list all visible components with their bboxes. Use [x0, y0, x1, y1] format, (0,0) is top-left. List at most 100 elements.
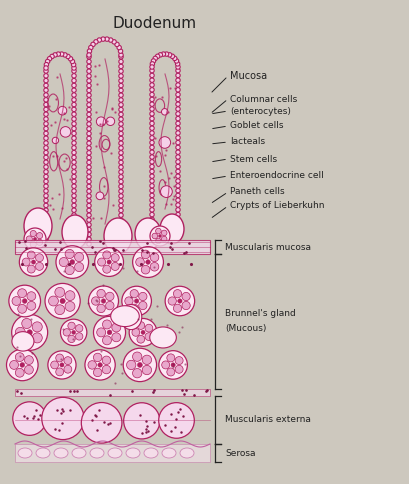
Circle shape [176, 126, 180, 130]
Circle shape [141, 250, 150, 259]
Circle shape [72, 237, 76, 241]
Circle shape [150, 169, 154, 174]
Circle shape [176, 217, 180, 222]
Circle shape [72, 227, 76, 232]
Circle shape [150, 68, 154, 73]
Circle shape [150, 73, 154, 77]
Circle shape [159, 235, 162, 238]
Circle shape [44, 112, 48, 116]
Circle shape [101, 299, 106, 303]
Circle shape [50, 54, 54, 59]
Circle shape [19, 248, 48, 276]
Circle shape [150, 112, 154, 116]
Circle shape [72, 146, 76, 150]
Circle shape [44, 141, 48, 145]
Text: Stem cells: Stem cells [230, 154, 277, 164]
Circle shape [12, 315, 48, 350]
Circle shape [44, 88, 48, 92]
Circle shape [137, 363, 142, 367]
Circle shape [176, 198, 180, 202]
Circle shape [103, 336, 112, 345]
Circle shape [182, 292, 190, 301]
Circle shape [119, 213, 123, 217]
Circle shape [72, 331, 76, 334]
Text: Columnar cells: Columnar cells [230, 94, 297, 104]
Circle shape [44, 174, 48, 179]
Circle shape [167, 354, 175, 362]
Circle shape [93, 353, 102, 362]
Circle shape [102, 365, 111, 374]
Circle shape [150, 83, 154, 87]
Circle shape [152, 233, 157, 239]
Circle shape [72, 74, 76, 78]
Circle shape [87, 136, 91, 140]
Circle shape [15, 368, 24, 377]
Circle shape [30, 242, 36, 247]
Circle shape [176, 212, 180, 217]
Circle shape [158, 53, 163, 57]
Circle shape [87, 208, 91, 212]
Ellipse shape [108, 448, 122, 458]
Circle shape [60, 298, 65, 303]
Circle shape [159, 136, 171, 148]
Circle shape [176, 112, 180, 116]
Circle shape [72, 69, 76, 73]
Circle shape [176, 116, 180, 121]
Circle shape [44, 136, 48, 140]
Circle shape [61, 319, 87, 346]
Circle shape [119, 127, 123, 131]
Circle shape [159, 351, 187, 379]
Circle shape [72, 208, 76, 212]
Circle shape [44, 218, 48, 222]
Circle shape [64, 365, 72, 373]
Circle shape [44, 121, 48, 126]
Circle shape [151, 59, 156, 63]
Circle shape [119, 107, 123, 112]
Circle shape [150, 222, 154, 227]
Circle shape [65, 266, 74, 275]
Circle shape [150, 78, 154, 82]
Circle shape [59, 52, 64, 56]
Circle shape [68, 322, 75, 330]
Circle shape [125, 297, 133, 305]
Circle shape [27, 292, 36, 301]
Circle shape [150, 165, 154, 169]
Circle shape [87, 180, 91, 184]
Text: Muscularis externa: Muscularis externa [225, 415, 311, 424]
Circle shape [72, 107, 76, 112]
Circle shape [176, 203, 180, 207]
Circle shape [119, 55, 123, 59]
Circle shape [72, 98, 76, 102]
Circle shape [74, 262, 84, 272]
Circle shape [72, 66, 76, 70]
Circle shape [150, 198, 154, 202]
Circle shape [119, 155, 123, 160]
Circle shape [173, 56, 177, 60]
Circle shape [44, 232, 48, 236]
Circle shape [87, 218, 91, 222]
Circle shape [150, 212, 154, 217]
Circle shape [119, 136, 123, 140]
Circle shape [72, 174, 76, 179]
Circle shape [76, 333, 83, 340]
Circle shape [119, 112, 123, 117]
Circle shape [55, 287, 65, 297]
Circle shape [119, 208, 123, 212]
Circle shape [176, 140, 180, 145]
Circle shape [150, 121, 154, 126]
Circle shape [87, 232, 91, 237]
Circle shape [47, 57, 52, 61]
Circle shape [30, 230, 36, 237]
Circle shape [44, 126, 48, 131]
Circle shape [129, 318, 157, 346]
Circle shape [176, 136, 180, 140]
Circle shape [72, 155, 76, 160]
Circle shape [167, 53, 172, 57]
Circle shape [44, 93, 48, 97]
Circle shape [44, 165, 48, 169]
Circle shape [106, 117, 115, 125]
Circle shape [176, 222, 180, 227]
Circle shape [32, 333, 42, 343]
Circle shape [176, 65, 180, 69]
Circle shape [72, 126, 76, 131]
